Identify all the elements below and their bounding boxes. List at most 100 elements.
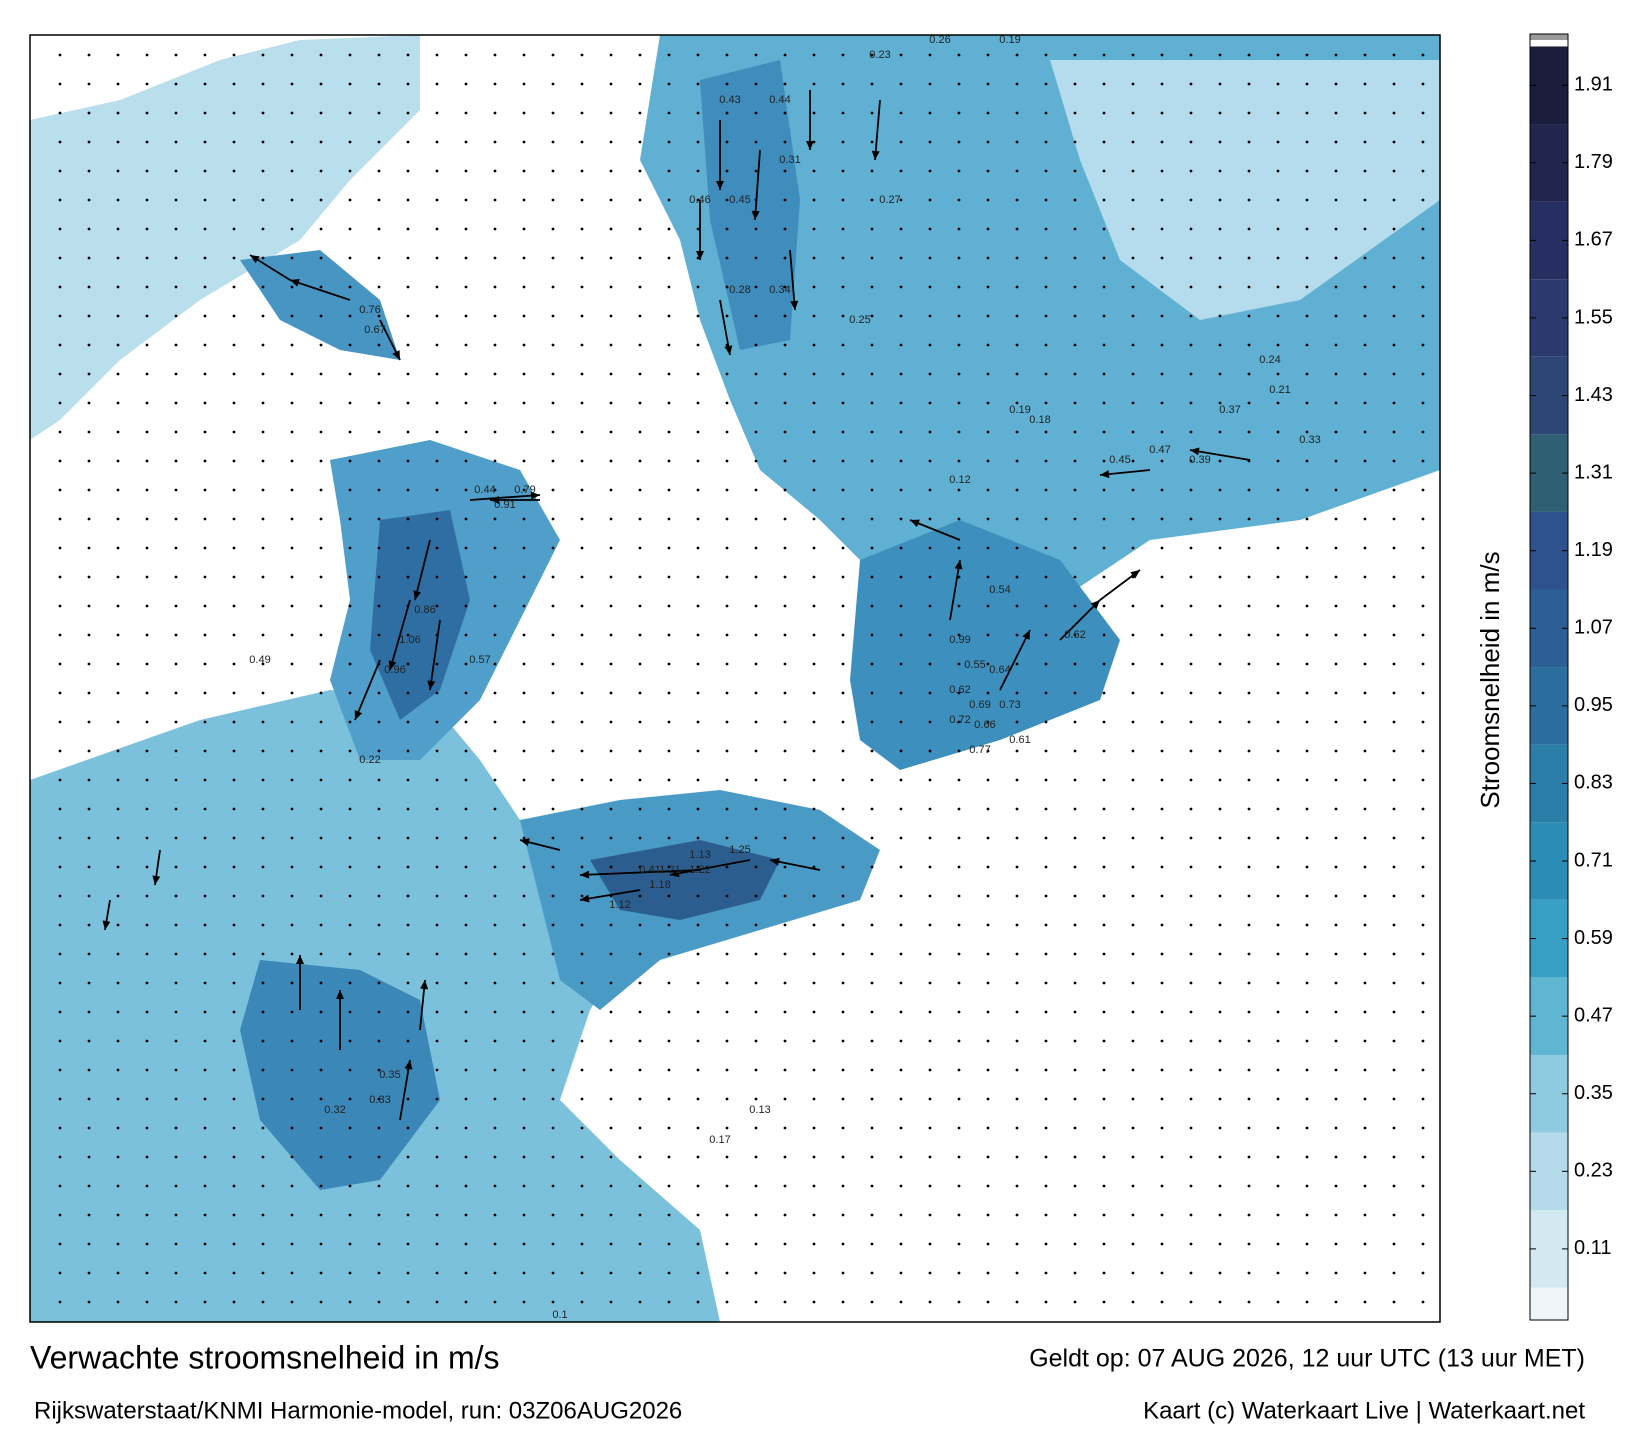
grid-dot bbox=[1247, 865, 1251, 869]
grid-dot bbox=[551, 459, 555, 463]
grid-dot bbox=[957, 1242, 961, 1246]
grid-dot bbox=[1334, 1213, 1338, 1217]
grid-dot bbox=[870, 53, 874, 57]
grid-dot bbox=[783, 952, 787, 956]
grid-dot bbox=[522, 1155, 526, 1159]
grid-dot bbox=[783, 1097, 787, 1101]
grid-dot bbox=[899, 546, 903, 550]
grid-dot bbox=[870, 1155, 874, 1159]
grid-dot bbox=[203, 488, 207, 492]
grid-dot bbox=[261, 894, 265, 898]
grid-dot bbox=[667, 459, 671, 463]
grid-dot bbox=[841, 401, 845, 405]
grid-dot bbox=[1363, 720, 1367, 724]
grid-dot bbox=[174, 749, 178, 753]
grid-dot bbox=[667, 401, 671, 405]
grid-dot bbox=[116, 923, 120, 927]
grid-dot bbox=[1421, 372, 1425, 376]
speed-label: 0.12 bbox=[949, 474, 970, 486]
grid-dot bbox=[1073, 82, 1077, 86]
grid-dot bbox=[928, 952, 932, 956]
grid-dot bbox=[957, 836, 961, 840]
grid-dot bbox=[1247, 633, 1251, 637]
grid-dot bbox=[841, 198, 845, 202]
grid-dot bbox=[174, 1097, 178, 1101]
grid-dot bbox=[87, 1155, 91, 1159]
grid-dot bbox=[1218, 1271, 1222, 1275]
grid-dot bbox=[522, 430, 526, 434]
grid-dot bbox=[377, 1010, 381, 1014]
grid-dot bbox=[1363, 343, 1367, 347]
grid-dot bbox=[1189, 981, 1193, 985]
grid-dot bbox=[261, 807, 265, 811]
arrow-shaft bbox=[579, 889, 641, 901]
grid-dot bbox=[1392, 749, 1396, 753]
grid-dot bbox=[145, 1010, 149, 1014]
grid-dot bbox=[435, 256, 439, 260]
grid-dot bbox=[435, 807, 439, 811]
grid-dot bbox=[783, 1010, 787, 1014]
grid-dot bbox=[754, 807, 758, 811]
speed-label: 0.44 bbox=[474, 484, 495, 496]
grid-dot bbox=[928, 923, 932, 927]
grid-dot bbox=[667, 82, 671, 86]
grid-dot bbox=[1073, 1155, 1077, 1159]
grid-dot bbox=[783, 488, 787, 492]
grid-dot bbox=[841, 1039, 845, 1043]
grid-dot bbox=[290, 691, 294, 695]
grid-dot bbox=[667, 1068, 671, 1072]
grid-dot bbox=[1392, 169, 1396, 173]
grid-dot bbox=[870, 1010, 874, 1014]
grid-dot bbox=[1305, 1300, 1309, 1304]
grid-dot bbox=[377, 198, 381, 202]
grid-dot bbox=[348, 778, 352, 782]
grid-dot bbox=[870, 111, 874, 115]
grid-dot bbox=[377, 111, 381, 115]
grid-dot bbox=[435, 1039, 439, 1043]
grid-dot bbox=[377, 256, 381, 260]
grid-dot bbox=[841, 894, 845, 898]
grid-dot bbox=[493, 952, 497, 956]
grid-dot bbox=[638, 517, 642, 521]
grid-dot bbox=[522, 807, 526, 811]
grid-dot bbox=[464, 372, 468, 376]
estuary-east bbox=[850, 520, 1120, 770]
grid-dot bbox=[1044, 546, 1048, 550]
grid-dot bbox=[899, 1213, 903, 1217]
grid-dot bbox=[725, 1010, 729, 1014]
grid-dot bbox=[1363, 1271, 1367, 1275]
grid-dot bbox=[638, 894, 642, 898]
colorbar-tick-label: 1.55 bbox=[1574, 306, 1613, 328]
grid-dot bbox=[464, 1068, 468, 1072]
grid-dot bbox=[58, 314, 62, 318]
grid-dot bbox=[377, 691, 381, 695]
grid-dot bbox=[609, 952, 613, 956]
grid-dot bbox=[783, 894, 787, 898]
grid-dot bbox=[203, 691, 207, 695]
grid-dot bbox=[1218, 1184, 1222, 1188]
grid-dot bbox=[1334, 488, 1338, 492]
grid-dot bbox=[348, 807, 352, 811]
grid-dot bbox=[754, 488, 758, 492]
grid-dot bbox=[406, 1300, 410, 1304]
grid-dot bbox=[261, 198, 265, 202]
grid-dot bbox=[1334, 1097, 1338, 1101]
grid-dot bbox=[783, 546, 787, 550]
grid-dot bbox=[754, 575, 758, 579]
grid-dot bbox=[1015, 1300, 1019, 1304]
grid-dot bbox=[696, 82, 700, 86]
grid-dot bbox=[928, 604, 932, 608]
grid-dot bbox=[1044, 836, 1048, 840]
grid-dot bbox=[580, 633, 584, 637]
grid-dot bbox=[232, 749, 236, 753]
grid-dot bbox=[1392, 807, 1396, 811]
grid-dot bbox=[551, 546, 555, 550]
grid-dot bbox=[551, 633, 555, 637]
grid-dot bbox=[696, 894, 700, 898]
grid-dot bbox=[1276, 1039, 1280, 1043]
grid-dot bbox=[87, 836, 91, 840]
grid-dot bbox=[667, 836, 671, 840]
grid-dot bbox=[1044, 169, 1048, 173]
grid-dot bbox=[1392, 285, 1396, 289]
grid-dot bbox=[696, 111, 700, 115]
